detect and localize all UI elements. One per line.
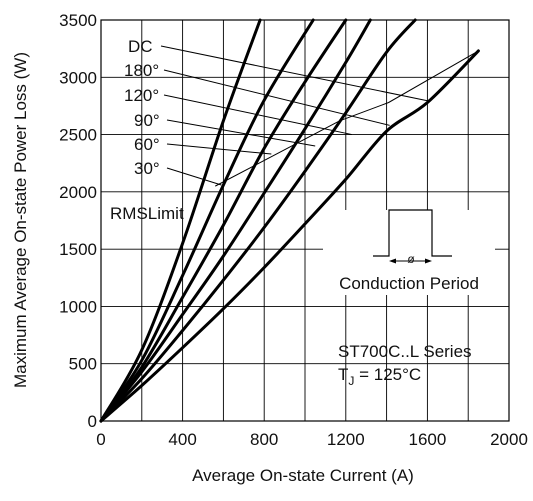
y-axis-ticks: 0 500 1000 1500 2000 2500 3000 3500 [59,11,97,431]
rms-limit-line [215,50,479,187]
tj-subscript: J [348,374,354,388]
label-leader [163,69,390,126]
y-tick-label: 0 [88,412,97,431]
conduction-period-label: Conduction Period [339,274,479,293]
label-leader [166,143,272,155]
y-tick-label: 3500 [59,11,97,30]
x-tick-label: 1200 [327,430,365,449]
series-curve [99,18,417,423]
series-curve [99,18,262,423]
curves [99,18,480,423]
curve-label: 180° [124,61,159,80]
inset-background [323,210,495,295]
curve-labels: 30° 60° 90° 120° 180° DC RMSLimit [110,37,184,223]
junction-temperature: TJ = 125°C [338,365,421,388]
x-axis-title: Average On-state Current (A) [192,466,414,485]
conduction-angle-symbol: ø [407,252,415,266]
series-name: ST700C..L Series [338,342,472,361]
curve-label: 60° [134,135,160,154]
x-tick-label: 1600 [408,430,446,449]
tj-suffix: = 125°C [354,365,421,384]
x-tick-label: 0 [96,430,105,449]
x-tick-label: 2000 [490,430,528,449]
rms-limit-label: RMSLimit [110,204,184,223]
y-tick-label: 500 [69,355,97,374]
label-leader [160,45,431,102]
conduction-waveform [373,209,452,257]
y-tick-label: 2000 [59,183,97,202]
label-leader [166,119,316,147]
conduction-arrow-left-head [389,258,396,264]
curve-label: DC [128,37,153,56]
plot-frame [100,19,510,422]
series-curve [99,18,315,423]
series-curve [99,49,480,423]
x-tick-label: 800 [250,430,278,449]
curve-label: 90° [134,111,160,130]
curve-label: 120° [124,86,159,105]
y-tick-label: 1000 [59,297,97,316]
y-tick-label: 1500 [59,240,97,259]
series-curve [99,18,348,423]
x-axis-ticks: 0 400 800 1200 1600 2000 [96,430,528,449]
conduction-arrow-right-head [425,258,432,264]
y-tick-label: 3000 [59,68,97,87]
conduction-period-inset: ø Conduction Period [323,209,495,295]
y-tick-label: 2500 [59,126,97,145]
label-leader-lines [160,45,431,186]
y-axis-title: Maximum Average On-state Power Loss (W) [11,52,30,388]
tj-prefix: T [338,365,348,384]
x-tick-label: 400 [168,430,196,449]
series-curve [99,18,372,423]
curve-label: 30° [134,159,160,178]
label-leader [166,167,222,186]
label-leader [163,94,353,136]
